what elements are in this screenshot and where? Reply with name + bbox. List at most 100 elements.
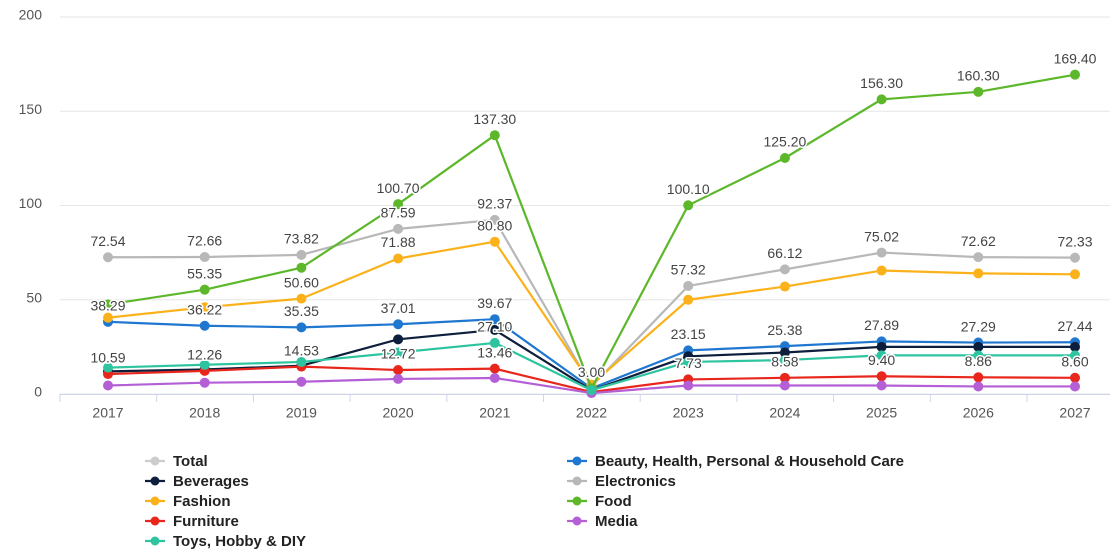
legend-symbol <box>150 456 160 466</box>
data-label: 27.29 <box>961 318 996 334</box>
data-label: 125.20 <box>763 134 806 150</box>
point <box>683 294 694 305</box>
point <box>779 281 790 292</box>
legend-label[interactable]: Toys, Hobby & DIY <box>173 533 306 550</box>
data-label: 160.30 <box>957 68 1000 84</box>
point <box>973 252 984 263</box>
legend-label[interactable]: Beverages <box>173 473 249 490</box>
data-label: 25.38 <box>767 322 802 338</box>
legend-item[interactable]: Furniture <box>145 513 239 530</box>
data-label: 27.10 <box>477 319 512 335</box>
data-label: 8.86 <box>965 353 992 369</box>
legend-item[interactable]: Food <box>567 493 632 510</box>
point <box>973 372 984 383</box>
data-label: 3.00 <box>578 364 605 380</box>
point <box>103 312 113 323</box>
point <box>393 347 404 358</box>
data-label: 100.70 <box>377 180 420 196</box>
y-tick-label: 200 <box>19 7 43 23</box>
point <box>489 214 500 225</box>
x-tick-label: 2020 <box>383 405 414 421</box>
data-label: 57.32 <box>671 262 706 278</box>
point <box>489 236 500 247</box>
x-tick-label: 2024 <box>769 405 800 421</box>
x-tick-label: 2017 <box>92 405 123 421</box>
point <box>393 365 404 376</box>
point <box>489 324 500 335</box>
legend-label[interactable]: Fashion <box>173 493 231 510</box>
legend-item[interactable]: Beauty, Health, Personal & Household Car… <box>567 453 904 470</box>
data-label: 75.02 <box>864 228 899 244</box>
x-tick-label: 2018 <box>189 405 220 421</box>
x-tick-label: 2021 <box>479 405 510 421</box>
point <box>779 152 790 163</box>
data-label: 37.01 <box>381 300 416 316</box>
point <box>876 380 887 391</box>
legend-symbol <box>150 516 160 526</box>
data-label: 27.89 <box>864 317 899 333</box>
point <box>1070 341 1080 352</box>
point <box>973 381 984 392</box>
point <box>393 334 404 345</box>
legend-label[interactable]: Media <box>595 513 638 530</box>
point <box>779 347 790 358</box>
point <box>876 94 887 105</box>
point <box>683 280 694 291</box>
point <box>296 249 307 260</box>
data-label: 8.60 <box>1061 353 1088 369</box>
y-tick-label: 100 <box>19 195 43 211</box>
point <box>1070 381 1080 392</box>
data-label: 80.80 <box>477 217 512 233</box>
point <box>779 264 790 275</box>
data-label: 23.15 <box>671 326 706 342</box>
point <box>393 319 404 330</box>
x-tick-label: 2026 <box>963 405 994 421</box>
data-label: 72.66 <box>187 233 222 249</box>
point <box>876 350 887 361</box>
point <box>973 341 984 352</box>
legend-symbol <box>572 456 582 466</box>
legend-label[interactable]: Food <box>595 493 632 510</box>
point <box>683 380 694 391</box>
point <box>489 130 500 141</box>
point <box>296 376 307 387</box>
point <box>199 320 210 331</box>
data-label: 7.73 <box>675 355 702 371</box>
legend-label[interactable]: Furniture <box>173 513 239 530</box>
point <box>489 363 500 374</box>
point <box>973 350 984 361</box>
point <box>876 341 887 352</box>
point <box>103 380 113 391</box>
legend-symbol <box>150 536 160 546</box>
point <box>393 223 404 234</box>
point <box>199 377 210 388</box>
point <box>779 372 790 383</box>
data-label: 9.40 <box>868 352 895 368</box>
data-label: 87.59 <box>381 205 416 221</box>
legend-item[interactable]: Beverages <box>145 473 249 490</box>
point <box>876 265 887 276</box>
x-tick-label: 2023 <box>673 405 704 421</box>
data-label: 14.53 <box>284 342 319 358</box>
data-label: 12.72 <box>381 346 416 362</box>
legend-symbol <box>150 496 160 506</box>
point <box>973 268 984 279</box>
data-label: 71.88 <box>381 234 416 250</box>
legend-item[interactable]: Total <box>145 453 208 470</box>
point <box>296 356 307 367</box>
data-label: 66.12 <box>767 245 802 261</box>
legend-item[interactable]: Fashion <box>145 493 231 510</box>
data-label: 72.33 <box>1057 233 1092 249</box>
data-label: 50.60 <box>284 274 319 290</box>
legend-item[interactable]: Media <box>567 513 638 530</box>
point <box>296 322 307 333</box>
point <box>103 252 113 263</box>
data-label: 156.30 <box>860 75 903 91</box>
legend-item[interactable]: Electronics <box>567 473 676 490</box>
legend-item[interactable]: Toys, Hobby & DIY <box>145 533 306 550</box>
legend-label[interactable]: Electronics <box>595 473 676 490</box>
legend-label[interactable]: Total <box>173 453 208 470</box>
legend-symbol <box>572 516 582 526</box>
point <box>393 373 404 384</box>
legend-label[interactable]: Beauty, Health, Personal & Household Car… <box>595 453 904 470</box>
